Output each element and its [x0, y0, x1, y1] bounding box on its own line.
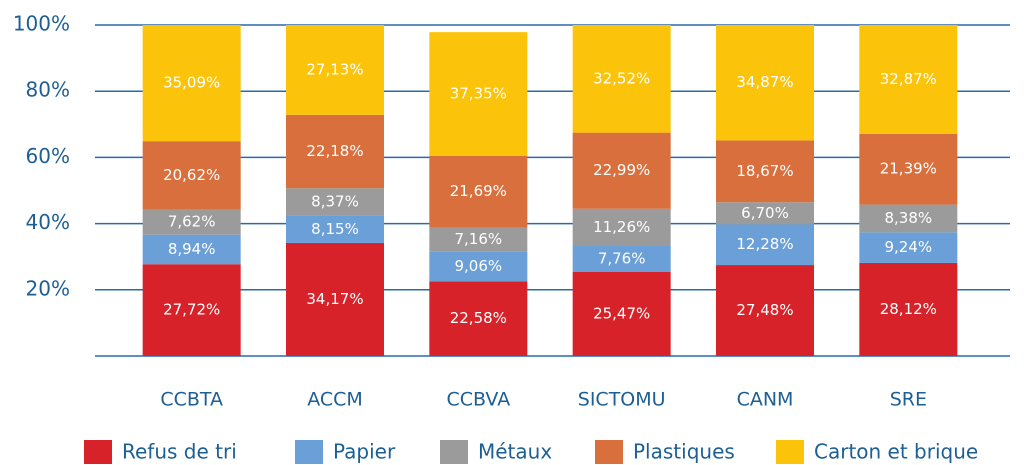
legend-swatch [84, 440, 112, 464]
value-label: 34,17% [306, 290, 363, 308]
value-label: 8,15% [311, 220, 359, 238]
bar-segment [716, 265, 814, 356]
legend-label: Métaux [478, 440, 552, 464]
bar-segment [572, 208, 671, 247]
bar-segment [142, 209, 241, 235]
x-tick-label: CCBVA [446, 389, 510, 411]
x-tick-label: SRE [890, 389, 927, 411]
legend-label: Refus de tri [122, 440, 237, 464]
legend-label: Carton et brique [814, 440, 978, 464]
value-label: 32,87% [880, 70, 937, 88]
bar-segment [429, 32, 528, 156]
bar-segment [716, 202, 814, 225]
value-label: 9,24% [885, 238, 933, 256]
x-tick-label: CCBTA [160, 389, 223, 411]
legend-swatch [776, 440, 804, 464]
bar-segment [859, 204, 958, 233]
value-label: 32,52% [593, 69, 650, 87]
value-label: 9,06% [455, 257, 503, 275]
bar-segment [142, 141, 241, 210]
value-label: 22,18% [306, 142, 363, 160]
x-tick-label: CANM [737, 389, 794, 411]
value-label: 18,67% [736, 162, 793, 180]
bar-segment [286, 188, 384, 216]
y-tick-label: 40% [26, 210, 70, 234]
legend-label: Papier [333, 440, 396, 464]
bar-segment [429, 227, 528, 252]
value-label: 37,35% [450, 84, 507, 102]
bar-segment [286, 114, 384, 189]
bar-segment [572, 271, 671, 356]
value-label: 27,48% [736, 301, 793, 319]
y-tick-label: 80% [26, 78, 70, 102]
x-tick-label: SICTOMU [578, 389, 666, 411]
value-label: 35,09% [163, 74, 220, 92]
value-label: 27,72% [163, 301, 220, 319]
legend-swatch [595, 440, 623, 464]
value-label: 7,76% [598, 249, 646, 267]
value-label: 11,26% [593, 218, 650, 236]
value-label: 22,58% [450, 309, 507, 327]
value-label: 27,13% [306, 60, 363, 78]
bar-segment [286, 215, 384, 243]
value-label: 8,38% [885, 209, 933, 227]
y-tick-label: 20% [26, 276, 70, 300]
value-label: 22,99% [593, 161, 650, 179]
bar-segment [716, 140, 814, 203]
bar-segment [572, 132, 671, 209]
y-tick-label: 100% [13, 12, 70, 36]
value-label: 8,37% [311, 193, 359, 211]
bar-segment [716, 25, 814, 141]
legend-label: Plastiques [633, 440, 735, 464]
bar-segment [429, 251, 528, 282]
value-label: 28,12% [880, 300, 937, 318]
y-tick-label: 60% [26, 144, 70, 168]
bar-segment [859, 133, 958, 205]
legend-swatch [295, 440, 323, 464]
value-label: 6,70% [741, 204, 789, 222]
bar-segment [429, 281, 528, 356]
value-label: 21,39% [880, 160, 937, 178]
x-tick-label: ACCM [307, 389, 363, 411]
value-label: 21,69% [450, 182, 507, 200]
value-label: 7,62% [168, 213, 216, 231]
value-label: 12,28% [736, 235, 793, 253]
value-label: 20,62% [163, 166, 220, 184]
bar-segment [716, 224, 814, 266]
bar-segment [572, 25, 671, 133]
bar-segment [429, 155, 528, 228]
bar-segment [286, 242, 384, 356]
value-label: 7,16% [455, 230, 503, 248]
value-label: 25,47% [593, 304, 650, 322]
bar-segment [286, 25, 384, 115]
bar-segment [142, 234, 241, 265]
bar-segment [142, 25, 241, 142]
bar-segment [859, 232, 958, 263]
bar-segment [859, 25, 958, 134]
value-label: 8,94% [168, 240, 216, 258]
legend-swatch [440, 440, 468, 464]
bar-segment [572, 246, 671, 272]
bar-segment [142, 264, 241, 356]
bar-segment [859, 262, 958, 356]
value-label: 34,87% [736, 73, 793, 91]
